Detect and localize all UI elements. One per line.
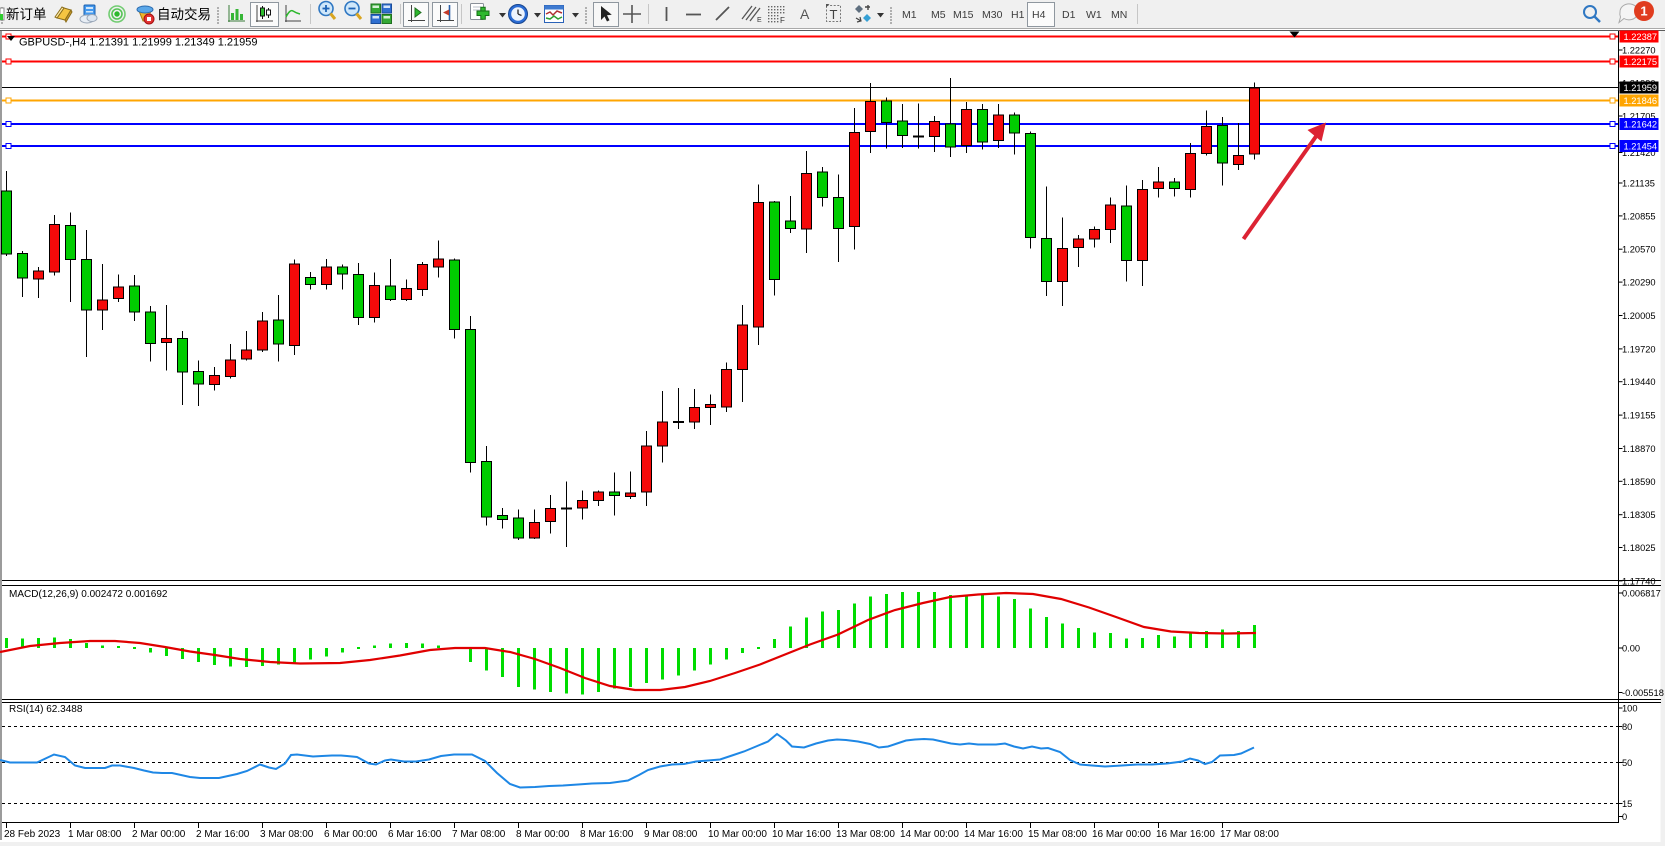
- svg-text:13 Mar 08:00: 13 Mar 08:00: [836, 829, 895, 840]
- svg-text:W1: W1: [1086, 9, 1102, 21]
- svg-text:6 Mar 00:00: 6 Mar 00:00: [324, 829, 378, 840]
- svg-text:16 Mar 00:00: 16 Mar 00:00: [1092, 829, 1151, 840]
- svg-text:M15: M15: [953, 9, 974, 21]
- svg-text:1.19155: 1.19155: [1622, 411, 1656, 421]
- svg-text:9 Mar 08:00: 9 Mar 08:00: [644, 829, 698, 840]
- svg-text:1.20570: 1.20570: [1622, 245, 1656, 255]
- svg-text:17 Mar 08:00: 17 Mar 08:00: [1220, 829, 1279, 840]
- svg-text:1.17740: 1.17740: [1622, 576, 1656, 586]
- svg-text:10 Mar 00:00: 10 Mar 00:00: [708, 829, 767, 840]
- svg-text:MN: MN: [1111, 9, 1127, 21]
- svg-text:0: 0: [1622, 812, 1627, 822]
- svg-text:3 Mar 08:00: 3 Mar 08:00: [260, 829, 314, 840]
- svg-text:GBPUSD-,H4 1.21391 1.21999 1.: GBPUSD-,H4 1.21391 1.21999 1.21349 1.219…: [19, 37, 258, 49]
- svg-text:1.18590: 1.18590: [1622, 477, 1656, 487]
- svg-text:2 Mar 16:00: 2 Mar 16:00: [196, 829, 250, 840]
- svg-text:1.18870: 1.18870: [1622, 444, 1656, 454]
- svg-text:1: 1: [1640, 4, 1647, 19]
- svg-text:8 Mar 00:00: 8 Mar 00:00: [516, 829, 570, 840]
- svg-text:1.20005: 1.20005: [1622, 311, 1656, 321]
- svg-text:1.22175: 1.22175: [1624, 57, 1658, 67]
- svg-text:1.22270: 1.22270: [1622, 46, 1656, 56]
- svg-text:1.19720: 1.19720: [1622, 344, 1656, 354]
- svg-text:1.21420: 1.21420: [1622, 148, 1656, 158]
- svg-text:新订单: 新订单: [6, 7, 47, 22]
- svg-text:M1: M1: [902, 9, 917, 21]
- svg-text:1.20290: 1.20290: [1622, 278, 1656, 288]
- svg-text:-0.005518: -0.005518: [1622, 688, 1664, 698]
- svg-text:RSI(14) 62.3488: RSI(14) 62.3488: [9, 704, 83, 715]
- svg-text:M30: M30: [982, 9, 1003, 21]
- svg-text:M5: M5: [931, 9, 946, 21]
- svg-text:80: 80: [1622, 722, 1632, 732]
- svg-text:D1: D1: [1062, 9, 1076, 21]
- svg-text:1.21846: 1.21846: [1624, 96, 1658, 106]
- svg-text:1.18025: 1.18025: [1622, 543, 1656, 553]
- svg-text:28 Feb 2023: 28 Feb 2023: [4, 829, 61, 840]
- svg-text:F: F: [780, 16, 785, 25]
- svg-text:6 Mar 16:00: 6 Mar 16:00: [388, 829, 442, 840]
- svg-text:自动交易: 自动交易: [157, 6, 211, 22]
- svg-text:1.22387: 1.22387: [1624, 32, 1658, 42]
- svg-text:1.21454: 1.21454: [1624, 142, 1658, 152]
- svg-text:H4: H4: [1032, 9, 1046, 21]
- svg-text:50: 50: [1622, 758, 1632, 768]
- svg-text:H1: H1: [1011, 9, 1025, 21]
- svg-text:MACD(12,26,9) 0.002472 0.00169: MACD(12,26,9) 0.002472 0.001692: [9, 589, 168, 600]
- svg-text:15: 15: [1622, 799, 1632, 809]
- svg-text:A: A: [800, 6, 810, 22]
- svg-text:T: T: [830, 7, 838, 22]
- svg-text:2 Mar 00:00: 2 Mar 00:00: [132, 829, 186, 840]
- svg-text:1.21959: 1.21959: [1624, 83, 1658, 93]
- svg-text:10 Mar 16:00: 10 Mar 16:00: [772, 829, 831, 840]
- svg-text:1.19440: 1.19440: [1622, 377, 1656, 387]
- svg-text:14 Mar 00:00: 14 Mar 00:00: [900, 829, 959, 840]
- svg-text:1.21642: 1.21642: [1624, 120, 1658, 130]
- svg-text:1.21135: 1.21135: [1622, 179, 1655, 189]
- svg-text:100: 100: [1622, 704, 1638, 714]
- svg-text:1 Mar 08:00: 1 Mar 08:00: [68, 829, 122, 840]
- svg-text:15 Mar 08:00: 15 Mar 08:00: [1028, 829, 1087, 840]
- svg-text:14 Mar 16:00: 14 Mar 16:00: [964, 829, 1023, 840]
- svg-text:0.00: 0.00: [1622, 644, 1640, 654]
- svg-text:1.20855: 1.20855: [1622, 211, 1656, 221]
- svg-text:1.21705: 1.21705: [1622, 112, 1656, 122]
- svg-text:E: E: [757, 17, 762, 24]
- svg-text:7 Mar 08:00: 7 Mar 08:00: [452, 829, 506, 840]
- svg-text:16 Mar 16:00: 16 Mar 16:00: [1156, 829, 1215, 840]
- svg-text:1.18305: 1.18305: [1622, 510, 1656, 520]
- svg-text:8 Mar 16:00: 8 Mar 16:00: [580, 829, 634, 840]
- svg-text:0.006817: 0.006817: [1622, 589, 1661, 599]
